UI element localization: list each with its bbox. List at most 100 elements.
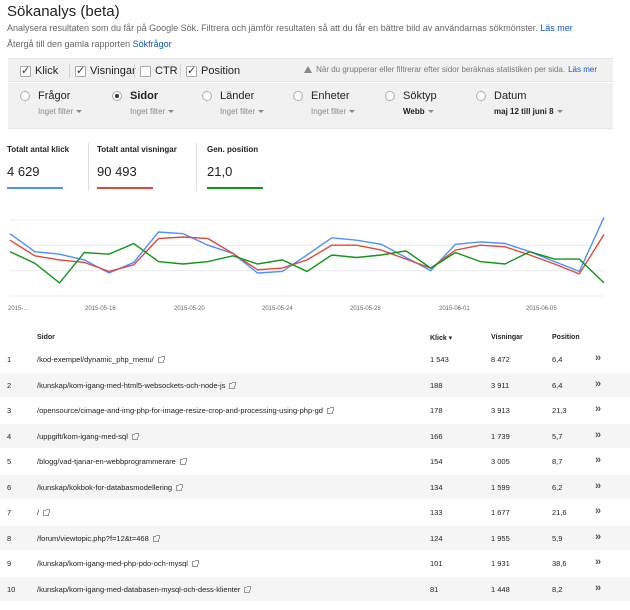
chevron-right-icon[interactable]: » [595,556,602,568]
dimension-filter-bar: Frågor Inget filter Sidor Inget filter L… [8,83,613,129]
table-row[interactable]: 10/kunskap/kom-igang-med-databasen-mysql… [0,575,630,601]
table-row[interactable]: 4/uppgift/kom-igang-med-sql 166 1 739 5,7 » [0,422,630,448]
page-url[interactable]: /opensource/cimage-and-img-php-for-image… [37,406,323,415]
metric-toggle-clicks[interactable]: ✓ Klick [20,64,58,78]
table-row[interactable]: 7 / 133 1 677 21,6 » [0,499,630,525]
page-url-cell[interactable]: /kunskap/kom-igang-med-php-pdo-och-mysql [37,559,199,568]
chevron-right-icon[interactable]: » [595,530,602,543]
page-url-cell[interactable]: /forum/viewtopic.php?f=12&t=468 [37,533,160,543]
page-url-cell[interactable]: /kod-exempel/dynamic_php_menu/ [37,355,165,364]
external-link-icon[interactable] [152,534,160,542]
external-link-icon[interactable] [326,407,334,414]
page-url[interactable]: /kunskap/kom-igang-med-databasen-mysql-o… [37,584,241,594]
chevron-right-icon[interactable]: » [595,352,602,364]
row-number: 8 [7,533,12,543]
page-url-cell[interactable]: /kunskap/kom-igang-med-databasen-mysql-o… [37,584,252,594]
page-url-cell[interactable]: /blogg/vad-tjanar-en-webbprogrammerare [37,457,187,466]
page-url[interactable]: /kunskap/kom-igang-med-php-pdo-och-mysql [37,559,188,568]
divider [69,64,70,78]
filter-dropdown[interactable]: maj 12 till juni 8 [494,107,563,116]
dimension-countries[interactable]: Länder Inget filter [202,90,265,116]
radio-button[interactable] [385,91,395,101]
performance-line-chart[interactable]: 2015-... 2015-05-16 2015-05-20 2015-05-24 20… [6,210,616,320]
page-url[interactable]: /kod-exempel/dynamic_php_menu/ [37,355,154,364]
page-url-cell[interactable]: /kunskap/kom-igang-med-html5-websockets-… [37,380,237,390]
learn-more-link[interactable]: Läs mer [540,23,573,33]
chevron-right-icon[interactable]: » [595,454,602,466]
table-row[interactable]: 6/kunskap/kokbok-for-databasmodellering 1… [0,473,630,499]
dimension-pages[interactable]: Sidor Inget filter [112,90,175,116]
chevron-right-icon[interactable]: » [595,505,602,517]
filter-dropdown[interactable]: Webb [403,107,437,116]
clicks-cell: 166 [430,431,443,441]
x-tick-label: 2015-... [8,306,29,312]
filter-dropdown[interactable]: Inget filter [38,107,83,116]
checkbox[interactable]: ✓ [20,65,31,77]
clicks-cell: 101 [430,559,443,568]
metric-toggle-ctr[interactable]: CTR [140,64,178,78]
external-link-icon[interactable] [229,381,237,389]
table-row[interactable]: 9/kunskap/kom-igang-med-php-pdo-och-mysq… [0,550,630,576]
metric-toggle-impressions[interactable]: ✓ Visningar [75,64,136,78]
row-number: 2 [7,380,12,390]
radio-button-selected[interactable] [112,91,122,101]
dimension-devices[interactable]: Enheter Inget filter [293,90,356,116]
column-header-pages[interactable]: Sidor [37,334,55,341]
page-url[interactable]: /kunskap/kokbok-for-databasmodellering [37,482,173,492]
column-header-clicks[interactable]: Klick ▾ [430,335,453,342]
table-row[interactable]: 3/opensource/cimage-and-img-php-for-imag… [0,397,630,423]
page-url[interactable]: /kunskap/kom-igang-med-html5-websockets-… [37,380,226,390]
external-link-icon[interactable] [131,432,139,440]
page-url[interactable]: /blogg/vad-tjanar-en-webbprogrammerare [37,457,176,466]
old-report-link[interactable]: Sökfrågor [132,39,172,49]
checkbox[interactable]: ✓ [186,65,197,77]
page-url[interactable]: /uppgift/kom-igang-med-sql [37,431,128,441]
chevron-right-icon[interactable]: » [595,377,602,390]
external-link-icon[interactable] [191,560,199,567]
position-cell: 21,3 [552,406,567,415]
chevron-right-icon[interactable]: » [595,581,602,594]
page-url-cell[interactable]: / [37,508,51,517]
table-row[interactable]: 5/blogg/vad-tjanar-en-webbprogrammerare 1… [0,448,630,474]
dimension-search-type[interactable]: Söktyp Webb [385,90,437,116]
radio-button[interactable] [202,91,212,101]
page-url[interactable]: /forum/viewtopic.php?f=12&t=468 [37,533,149,543]
external-link-icon[interactable] [244,585,252,593]
position-cell: 5,9 [552,533,563,543]
dimension-queries[interactable]: Frågor Inget filter [20,90,83,116]
clicks-cell: 134 [430,482,443,492]
external-link-icon[interactable] [157,356,165,363]
filter-dropdown[interactable]: Inget filter [130,107,175,116]
table-row[interactable]: 1/kod-exempel/dynamic_php_menu/1 543 8 47… [0,346,630,372]
impressions-cell: 3 913 [491,406,510,415]
stat-total-clicks[interactable]: Totalt antal klick 4 629 [7,145,83,191]
table-row[interactable]: 8/forum/viewtopic.php?f=12&t=468 124 1 955… [0,524,630,550]
filter-dropdown[interactable]: Inget filter [220,107,265,116]
page-url[interactable]: / [37,508,40,517]
dimension-date[interactable]: Datum maj 12 till juni 8 [476,90,563,116]
chevron-right-icon[interactable]: » [595,428,602,441]
notice-learn-more-link[interactable]: Läs mer [568,65,597,74]
checkbox[interactable] [140,65,151,77]
filter-dropdown[interactable]: Inget filter [311,107,356,116]
external-link-icon[interactable] [176,483,184,491]
column-header-position[interactable]: Position [552,334,580,341]
metric-toggle-position[interactable]: ✓ Position [186,64,240,78]
page-url-cell[interactable]: /uppgift/kom-igang-med-sql [37,431,139,441]
page-url-cell[interactable]: /opensource/cimage-and-img-php-for-image… [37,406,334,415]
stat-avg-position[interactable]: Gen. position 21,0 [207,145,267,191]
table-row[interactable]: 2/kunskap/kom-igang-med-html5-websockets… [0,371,630,397]
chevron-right-icon[interactable]: » [595,403,602,415]
radio-button[interactable] [476,91,486,101]
filter-value: Inget filter [38,107,74,116]
radio-button[interactable] [20,91,30,101]
external-link-icon[interactable] [43,509,51,516]
stat-total-impressions[interactable]: Totalt antal visningar 90 493 [97,145,193,191]
clicks-cell: 154 [430,457,443,466]
chevron-right-icon[interactable]: » [595,479,602,492]
page-url-cell[interactable]: /kunskap/kokbok-for-databasmodellering [37,482,184,492]
checkbox[interactable]: ✓ [75,65,86,77]
radio-button[interactable] [293,91,303,101]
column-header-impressions[interactable]: Visningar [491,334,523,341]
external-link-icon[interactable] [179,458,187,465]
